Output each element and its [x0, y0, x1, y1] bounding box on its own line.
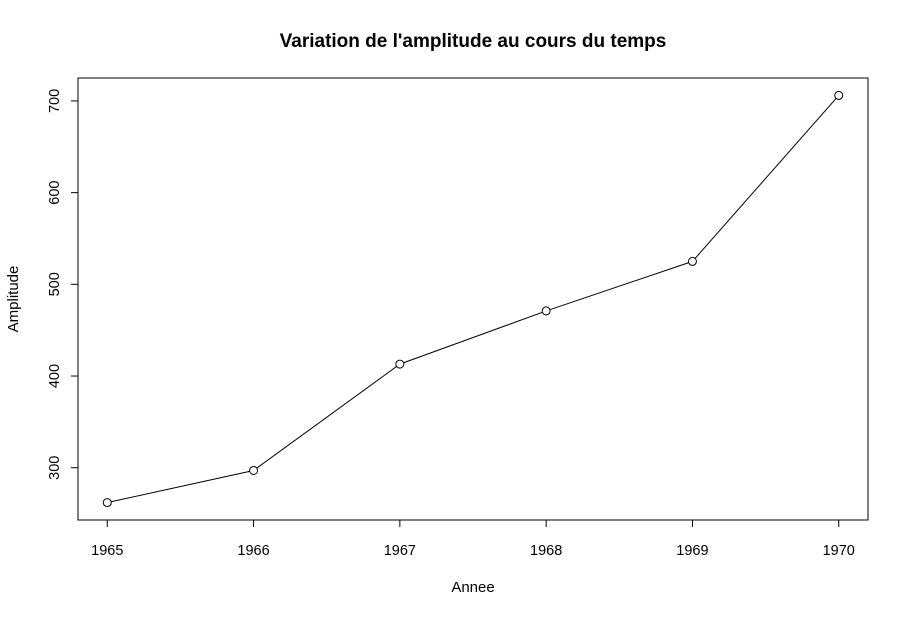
y-axis: 300 400 500 600 700	[47, 89, 79, 480]
x-tick-label: 1966	[237, 543, 269, 559]
data-point	[687, 256, 697, 266]
data-point	[395, 359, 405, 369]
chart-title: Variation de l'amplitude au cours du tem…	[280, 31, 667, 52]
y-axis-label: Amplitude	[5, 266, 22, 333]
series-points	[102, 90, 844, 508]
x-tick-label: 1970	[823, 543, 855, 559]
x-axis: 1965 1966 1967 1968 1969 1970	[91, 519, 855, 559]
x-tick-label: 1968	[530, 543, 562, 559]
y-tick-label: 400	[47, 364, 63, 388]
y-tick-label: 300	[47, 456, 63, 480]
plot-frame	[77, 77, 869, 521]
x-tick-label: 1969	[676, 543, 708, 559]
y-tick-label: 600	[47, 181, 63, 205]
data-point	[541, 306, 551, 316]
series-line	[107, 95, 840, 504]
data-point	[102, 498, 112, 508]
x-axis-label: Annee	[451, 579, 494, 596]
y-tick-label: 500	[47, 272, 63, 296]
data-point	[249, 465, 259, 475]
data-point	[834, 90, 844, 100]
y-tick-label: 700	[47, 89, 63, 113]
x-tick-label: 1965	[91, 543, 123, 559]
x-tick-label: 1967	[384, 543, 416, 559]
